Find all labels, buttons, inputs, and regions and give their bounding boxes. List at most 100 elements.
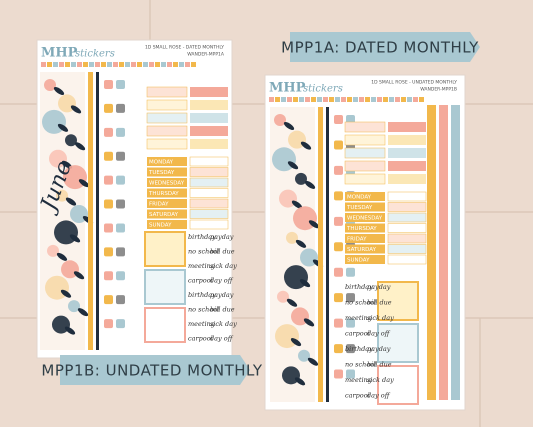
- label-box: [344, 147, 386, 159]
- number-square: [407, 97, 412, 102]
- number-square: [41, 62, 46, 67]
- number-square: [107, 62, 112, 67]
- number-square: [341, 97, 346, 102]
- flower: [298, 349, 310, 362]
- weekday-box: [387, 212, 427, 223]
- notes-box: [377, 281, 419, 321]
- number-square: [281, 97, 286, 102]
- number-square: [119, 62, 124, 67]
- leaf: [307, 357, 319, 366]
- label-box: [388, 148, 426, 158]
- phrase-sticker: no school: [188, 306, 219, 314]
- number-square: [371, 97, 376, 102]
- icon: [116, 223, 125, 233]
- phrase-sticker: birthday: [188, 291, 216, 299]
- number-square: [155, 62, 160, 67]
- phrase-sticker: carpool: [188, 335, 213, 343]
- icon: [334, 318, 343, 328]
- label-box: [388, 161, 426, 171]
- number-square: [89, 62, 94, 67]
- icon: [116, 175, 125, 185]
- leaf: [64, 326, 76, 335]
- number-square: [269, 97, 274, 102]
- icon: [116, 295, 125, 305]
- leaf: [299, 279, 311, 288]
- phrase-sticker: birthday: [188, 233, 216, 241]
- number-square: [95, 62, 100, 67]
- flower: [274, 114, 286, 126]
- label-box: [344, 160, 386, 172]
- phrase-sticker: meeting: [345, 314, 372, 322]
- logo-script: stickers: [75, 49, 115, 60]
- flower: [68, 300, 80, 313]
- phrase-sticker: meeting: [188, 320, 215, 328]
- weekday-label: THURSDAY: [346, 226, 377, 232]
- phrase-sticker: payday: [210, 233, 234, 241]
- number-square: [413, 97, 418, 102]
- notes-box: [144, 307, 186, 343]
- leaf: [295, 239, 307, 248]
- phrase-sticker: no school: [345, 361, 376, 369]
- weekday-label: FRIDAY: [347, 237, 367, 243]
- side-strip: [427, 105, 436, 400]
- label-box: [146, 86, 188, 98]
- number-square: [293, 97, 298, 102]
- leaf: [70, 105, 82, 114]
- phrase-sticker: sick day: [210, 320, 237, 328]
- phrase-sticker: no school: [188, 248, 219, 256]
- leaf: [290, 338, 302, 347]
- number-square: [335, 97, 340, 102]
- number-square: [275, 97, 280, 102]
- leaf: [78, 179, 90, 188]
- icon: [334, 115, 343, 124]
- number-square: [53, 62, 58, 67]
- icon: [334, 165, 343, 175]
- sheet-code: WANDER-MPP1A: [187, 52, 225, 58]
- weekday-box: [189, 156, 229, 167]
- flower: [295, 172, 307, 185]
- icon: [116, 247, 125, 257]
- label-box: [146, 138, 188, 150]
- phrase-sticker: payday: [367, 283, 391, 291]
- leaf: [286, 298, 298, 307]
- weekday-label: WEDNESDAY: [347, 216, 383, 222]
- logo: MHP: [41, 46, 78, 61]
- flower: [47, 244, 59, 257]
- phrase-sticker: sick day: [367, 376, 394, 384]
- phrase-sticker: day off: [367, 392, 391, 400]
- number-square: [47, 62, 52, 67]
- number-square: [347, 97, 352, 102]
- number-square: [317, 97, 322, 102]
- icon: [334, 344, 343, 354]
- icon: [116, 151, 125, 161]
- number-square: [287, 97, 292, 102]
- weekday-bar: [345, 223, 385, 233]
- number-square: [71, 62, 76, 67]
- leaf: [283, 121, 295, 131]
- number-square: [377, 97, 382, 102]
- icon: [334, 293, 343, 303]
- label-box: [388, 135, 426, 145]
- strip: [326, 107, 329, 402]
- weekday-bar: [147, 220, 187, 229]
- flower: [277, 290, 289, 303]
- sheet-code: WANDER-MPP1B: [420, 87, 457, 93]
- banner-text: MPP1B: UNDATED MONTHLY: [41, 362, 263, 380]
- weekday-box: [189, 177, 229, 188]
- notes-box: [144, 231, 186, 267]
- weekday-bar: [147, 199, 187, 208]
- weekday-label: WEDNESDAY: [149, 181, 185, 187]
- banner-dated: MPP1A: DATED MONTHLY: [281, 32, 480, 62]
- icon: [104, 319, 113, 329]
- logo: MHP: [269, 81, 306, 96]
- number-square: [131, 62, 136, 67]
- leaf: [60, 289, 72, 298]
- weekday-bar: [147, 209, 187, 219]
- phrase-sticker: payday: [367, 345, 391, 353]
- number-square: [59, 62, 64, 67]
- number-square: [305, 97, 310, 102]
- weekday-label: TUESDAY: [346, 205, 373, 211]
